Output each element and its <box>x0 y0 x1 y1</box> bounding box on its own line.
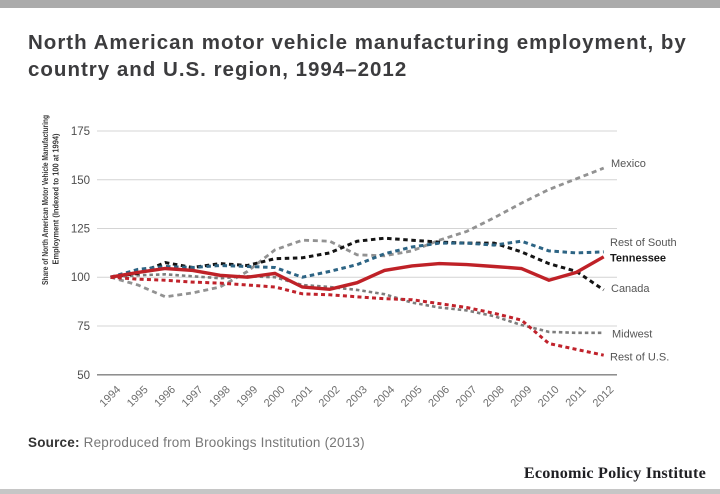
svg-text:Midwest: Midwest <box>612 329 652 341</box>
svg-text:Tennessee: Tennessee <box>610 253 666 265</box>
svg-text:50: 50 <box>77 370 90 382</box>
svg-text:125: 125 <box>71 224 90 236</box>
svg-text:2012: 2012 <box>591 384 617 410</box>
svg-text:Rest of U.S.: Rest of U.S. <box>610 352 669 364</box>
svg-text:2000: 2000 <box>262 384 288 410</box>
svg-text:Mexico: Mexico <box>611 158 646 170</box>
svg-text:Rest of South: Rest of South <box>610 237 677 249</box>
svg-text:1997: 1997 <box>180 384 206 410</box>
svg-text:2005: 2005 <box>399 384 425 410</box>
svg-text:Canada: Canada <box>611 283 650 295</box>
svg-text:2004: 2004 <box>371 384 397 410</box>
svg-text:100: 100 <box>71 272 90 284</box>
svg-text:1995: 1995 <box>125 384 151 410</box>
svg-text:1998: 1998 <box>207 384 233 410</box>
svg-text:2001: 2001 <box>289 384 315 410</box>
svg-text:2011: 2011 <box>564 384 589 409</box>
svg-text:Share of North American Motor: Share of North American Motor Vehicle Ma… <box>40 115 50 285</box>
svg-text:150: 150 <box>71 175 90 187</box>
svg-text:1994: 1994 <box>97 384 123 410</box>
svg-text:2010: 2010 <box>536 384 562 410</box>
svg-text:1996: 1996 <box>152 384 178 410</box>
svg-text:2002: 2002 <box>317 384 343 410</box>
svg-text:2003: 2003 <box>344 384 370 410</box>
svg-text:Employment (Indexed to 100 at: Employment (Indexed to 100 at 1994) <box>50 133 60 264</box>
svg-text:75: 75 <box>77 321 90 333</box>
svg-text:2008: 2008 <box>481 384 507 410</box>
svg-text:2009: 2009 <box>508 384 534 410</box>
svg-text:175: 175 <box>71 126 90 138</box>
svg-text:1999: 1999 <box>234 384 260 410</box>
svg-text:2006: 2006 <box>426 384 452 410</box>
svg-text:2007: 2007 <box>454 384 480 410</box>
